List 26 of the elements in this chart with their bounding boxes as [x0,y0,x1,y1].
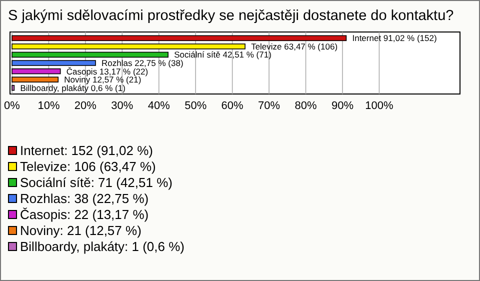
x-tick-label: 80% [294,100,317,112]
x-tick-label: 40% [148,100,170,112]
x-tick-label: 10% [38,100,60,112]
x-tick-label: 100% [365,100,394,112]
legend-label: Noviny: 21 (12,57 %) [20,223,142,238]
data-label: Televize 63,47 % (106) [251,41,338,52]
legend-label: Sociální sítě: 71 (42,51 %) [20,175,172,190]
legend-label: Rozhlas: 38 (22,75 %) [20,191,149,206]
legend-label: Časopis: 22 (13,17 %) [20,207,149,222]
chart-title: S jakými sdělovacími prostředky se nejčastěji dostanete do kontaktu? [8,8,454,24]
x-tick-label: 90% [331,100,354,112]
x-tick-label: 50% [184,100,207,112]
legend-label: Internet: 152 (91,02 %) [20,143,153,158]
data-label: Časopis 13,17 % (22) [66,66,148,76]
x-tick-label: 20% [74,100,97,112]
legend-label: Televize: 106 (63,47 %) [20,159,156,174]
x-tick-label: 0% [4,100,20,112]
data-label: Rozhlas 22,75 % (38) [102,58,184,68]
x-tick-label: 60% [221,100,244,112]
x-tick-label: 70% [258,100,280,112]
data-label: Sociální sítě 42,51 % (71) [174,50,272,60]
data-label: Internet 91,02 % (152) [352,33,437,44]
x-tick-label: 30% [111,100,134,112]
data-label: Billboardy, plakáty 0,6 % (1) [20,82,126,93]
legend-label: Billboardy, plakáty: 1 (0,6 %) [20,239,184,254]
data-label: Noviny 12,57 % (21) [64,74,142,85]
